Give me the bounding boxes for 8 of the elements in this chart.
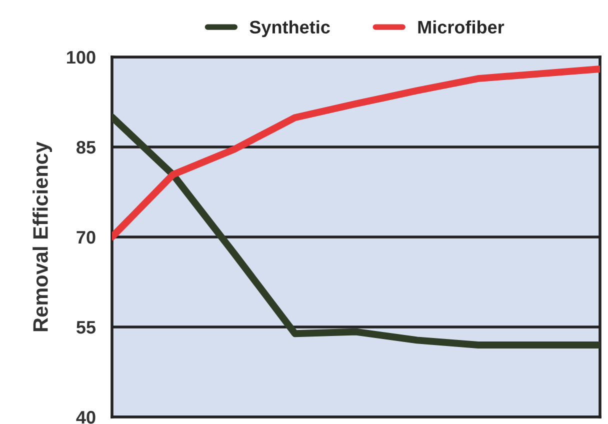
- legend-label: Microfiber: [418, 20, 504, 34]
- y-axis-title: Removal Efficiency: [32, 142, 52, 332]
- y-tick-label: 55: [76, 321, 96, 334]
- y-tick-label: 100: [67, 50, 96, 64]
- y-tick-label: 70: [76, 230, 96, 244]
- y-tick-label: 40: [76, 410, 96, 424]
- y-tick-label: 85: [76, 140, 96, 154]
- legend-label: Synthetic: [250, 20, 330, 38]
